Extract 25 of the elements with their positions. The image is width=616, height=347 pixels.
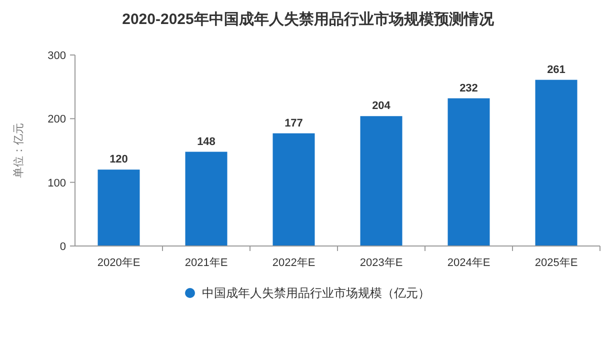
bar bbox=[360, 116, 402, 246]
bar bbox=[448, 98, 490, 246]
bar bbox=[185, 152, 228, 246]
x-tick-label: 2023年E bbox=[360, 257, 403, 269]
legend-label: 中国成年人失禁用品行业市场规模（亿元） bbox=[202, 286, 430, 300]
data-label: 204 bbox=[372, 100, 392, 112]
bar bbox=[272, 133, 315, 246]
x-tick-label: 2024年E bbox=[447, 257, 490, 269]
x-tick-label: 2021年E bbox=[184, 257, 228, 269]
y-tick-label: 200 bbox=[48, 114, 66, 126]
chart-title: 2020-2025年中国成年人失禁用品行业市场规模预测情况 bbox=[122, 10, 495, 28]
data-label: 261 bbox=[547, 64, 566, 76]
x-tick-label: 2022年E bbox=[272, 257, 316, 269]
bar bbox=[98, 170, 140, 246]
data-label: 177 bbox=[284, 117, 303, 130]
x-tick-label: 2025年E bbox=[534, 257, 578, 269]
data-label: 148 bbox=[197, 136, 216, 148]
x-tick-label: 2020年E bbox=[97, 257, 140, 269]
y-tick-label: 0 bbox=[60, 241, 66, 253]
y-axis-title: 单位：亿元 bbox=[12, 123, 25, 178]
bar bbox=[535, 80, 578, 246]
data-label: 120 bbox=[110, 154, 128, 166]
y-tick-label: 100 bbox=[48, 177, 66, 190]
data-label: 232 bbox=[460, 82, 478, 94]
y-tick-label: 300 bbox=[48, 50, 66, 62]
